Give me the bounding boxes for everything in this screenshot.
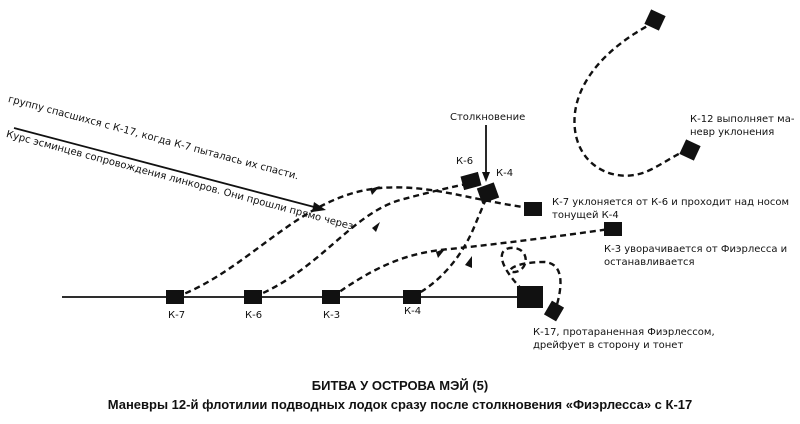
caption-subtitle: Маневры 12-й флотилии подводных лодок ср… (107, 397, 693, 412)
k6-track (253, 181, 473, 299)
k6-base-label: К-6 (245, 310, 263, 321)
submarine-k3-stop (604, 222, 622, 236)
k7-track-arrow (370, 186, 380, 195)
collision-pointer-arrowhead (482, 172, 490, 182)
submarine-k7-evade (524, 202, 542, 216)
k3-note-line2: останавливается (604, 257, 695, 268)
k4-track-arrow (465, 256, 472, 268)
k3-base-label: К-3 (323, 310, 341, 321)
k7-track (175, 186, 531, 299)
submarine-k12-start (644, 9, 666, 31)
submarine-k6-base (244, 290, 262, 304)
k6-collision-label: К-6 (456, 156, 474, 167)
caption-title: БИТВА У ОСТРОВА МЭЙ (5) (311, 378, 489, 393)
submarine-k7-base (166, 290, 184, 304)
k17-note-line2: дрейфует в сторону и тонет (533, 340, 684, 351)
submarine-k17-base (517, 286, 543, 308)
k17-drift-track (500, 246, 562, 309)
k7-note-line1: К-7 уклоняется от К-6 и проходит над нос… (552, 197, 790, 208)
k4-base-label: К-4 (404, 306, 422, 317)
k3-track-arrow (436, 248, 446, 258)
k12-track (573, 20, 691, 177)
k4-collision-label: К-4 (496, 168, 514, 179)
destroyers-course-line (13, 127, 319, 209)
submarine-k6-collision (460, 171, 482, 191)
k4-track (411, 191, 490, 299)
submarine-k4-collision (476, 182, 500, 204)
k7-note-line2: тонущей К-4 (552, 210, 619, 221)
k7-base-label: К-7 (168, 310, 186, 321)
submarine-k12-end (679, 139, 701, 161)
submarine-k17-drift (543, 300, 565, 322)
k17-note-line1: К-17, протараненная Фиэрлессом, (533, 327, 715, 338)
collision-label: Столкновение (450, 112, 526, 123)
k3-track (331, 227, 611, 298)
k6-track-arrow (372, 222, 380, 232)
submarine-k4-base (403, 290, 421, 304)
k12-note-line1: К-12 выполняет ма- (690, 114, 795, 125)
submarine-k3-base (322, 290, 340, 304)
k3-note-line1: К-3 уворачивается от Фиэрлесса и (604, 244, 788, 255)
k12-note-line2: невр уклонения (690, 127, 775, 138)
